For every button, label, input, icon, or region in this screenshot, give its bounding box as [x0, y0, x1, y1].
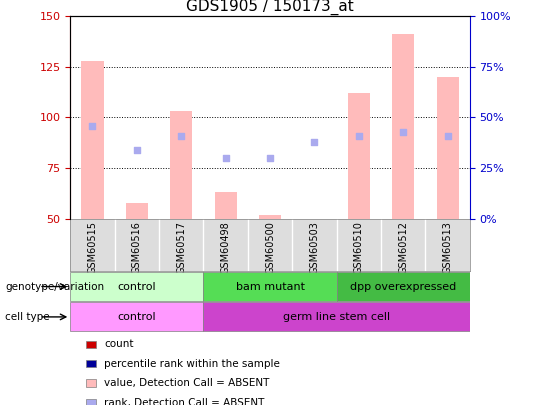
Text: germ line stem cell: germ line stem cell	[283, 312, 390, 322]
Bar	[336, 272, 470, 301]
Bar	[170, 111, 192, 219]
Text: GSM60516: GSM60516	[132, 221, 142, 274]
Bar	[82, 61, 104, 219]
Text: rank, Detection Call = ABSENT: rank, Detection Call = ABSENT	[104, 398, 265, 405]
Bar	[392, 34, 414, 219]
Bar	[126, 202, 148, 219]
Bar	[259, 215, 281, 219]
Text: control: control	[118, 312, 156, 322]
Title: GDS1905 / 150173_at: GDS1905 / 150173_at	[186, 0, 354, 15]
Point	[399, 128, 408, 135]
Bar	[204, 302, 470, 331]
Text: control: control	[118, 281, 156, 292]
Bar	[70, 302, 204, 331]
Bar	[70, 272, 204, 301]
Point	[310, 139, 319, 145]
Point	[177, 132, 186, 139]
Point	[266, 155, 274, 161]
Point	[132, 147, 141, 153]
Point	[354, 132, 363, 139]
Point	[443, 132, 452, 139]
Text: cell type: cell type	[5, 312, 50, 322]
Bar	[214, 192, 237, 219]
Point	[221, 155, 230, 161]
Bar	[436, 77, 458, 219]
Text: GSM60498: GSM60498	[221, 221, 231, 274]
Text: GSM60503: GSM60503	[309, 221, 319, 274]
Text: GSM60513: GSM60513	[443, 221, 453, 274]
Text: GSM60500: GSM60500	[265, 221, 275, 274]
Text: dpp overexpressed: dpp overexpressed	[350, 281, 456, 292]
Text: value, Detection Call = ABSENT: value, Detection Call = ABSENT	[104, 378, 269, 388]
Text: genotype/variation: genotype/variation	[5, 281, 105, 292]
Text: GSM60515: GSM60515	[87, 221, 97, 274]
Bar	[348, 93, 370, 219]
Text: GSM60512: GSM60512	[398, 221, 408, 274]
Text: GSM60510: GSM60510	[354, 221, 364, 274]
Text: count: count	[104, 339, 134, 349]
Text: GSM60517: GSM60517	[176, 221, 186, 274]
Bar	[70, 219, 470, 271]
Bar	[204, 272, 336, 301]
Text: bam mutant: bam mutant	[235, 281, 305, 292]
Point	[88, 122, 97, 129]
Text: percentile rank within the sample: percentile rank within the sample	[104, 359, 280, 369]
